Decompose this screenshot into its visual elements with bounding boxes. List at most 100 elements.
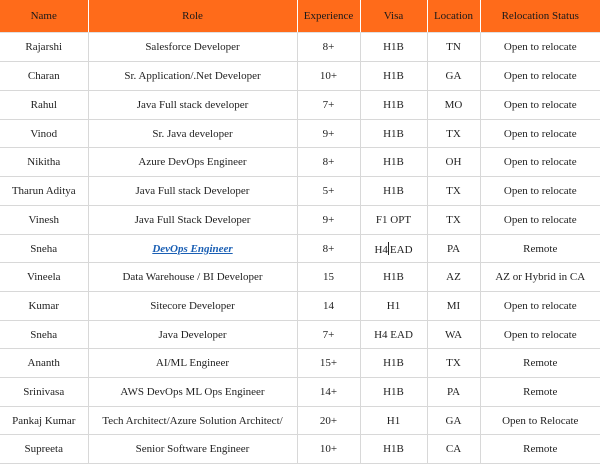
- cell-visa: H1B: [360, 434, 428, 464]
- cell-location: TX: [427, 205, 481, 235]
- table-header-row: Name Role Experience Visa Location Reloc…: [0, 0, 600, 33]
- cell-role: Azure DevOps Engineer: [88, 147, 298, 177]
- cell-experience: 9+: [297, 205, 361, 235]
- table-row: Supreeta Senior Software Engineer 10+ H1…: [0, 434, 600, 464]
- cell-name: Charan: [0, 61, 89, 91]
- cell-role: Data Warehouse / BI Developer: [88, 262, 298, 292]
- table-row: Pankaj Kumar Tech Architect/Azure Soluti…: [0, 406, 600, 435]
- cell-name: Srinivasa: [0, 377, 89, 407]
- cell-name: Sneha: [0, 234, 89, 263]
- cell-relocation: Open to relocate: [480, 90, 600, 120]
- cell-role: Senior Software Engineer: [88, 434, 298, 464]
- cell-experience: 20+: [297, 406, 361, 435]
- header-location: Location: [427, 0, 481, 33]
- cell-name: Rajarshi: [0, 32, 89, 62]
- cell-visa: F1 OPT: [360, 205, 428, 235]
- table-row: Rajarshi Salesforce Developer 8+ H1B TN …: [0, 32, 600, 62]
- cell-experience: 7+: [297, 320, 361, 349]
- cell-role: Java Full Stack Developer: [88, 205, 298, 235]
- cell-role: DevOps Engineer: [88, 234, 298, 263]
- table-row: Sneha DevOps Engineer 8+ H4 EAD PA Remote: [0, 234, 600, 263]
- role-link-devops-engineer[interactable]: DevOps Engineer: [152, 242, 233, 255]
- cell-role: Sitecore Developer: [88, 291, 298, 321]
- cell-name: Tharun Aditya: [0, 176, 89, 206]
- cell-name: Vinesh: [0, 205, 89, 235]
- cell-visa[interactable]: H4 EAD: [360, 234, 428, 263]
- cell-relocation: Open to relocate: [480, 176, 600, 206]
- cell-location: WA: [427, 320, 481, 349]
- cell-visa: H1B: [360, 90, 428, 120]
- table-row: Rahul Java Full stack developer 7+ H1B M…: [0, 90, 600, 120]
- cell-relocation: Remote: [480, 377, 600, 407]
- cell-name: Sneha: [0, 320, 89, 349]
- visa-text-part: EAD: [389, 243, 413, 256]
- cell-visa: H1B: [360, 147, 428, 177]
- cell-relocation: Remote: [480, 348, 600, 378]
- cell-visa: H1B: [360, 176, 428, 206]
- cell-visa: H1B: [360, 119, 428, 148]
- cell-location: GA: [427, 61, 481, 91]
- cell-visa: H1B: [360, 32, 428, 62]
- cell-visa: H1B: [360, 262, 428, 292]
- cell-role: Sr. Java developer: [88, 119, 298, 148]
- cell-role: AWS DevOps ML Ops Engineer: [88, 377, 298, 407]
- table-row: Srinivasa AWS DevOps ML Ops Engineer 14+…: [0, 377, 600, 407]
- cell-experience: 8+: [297, 32, 361, 62]
- header-name: Name: [0, 0, 89, 33]
- header-relocation-status: Relocation Status: [480, 0, 600, 33]
- cell-location: OH: [427, 147, 481, 177]
- cell-name: Pankaj Kumar: [0, 406, 89, 435]
- cell-role: AI/ML Engineer: [88, 348, 298, 378]
- cell-location: TN: [427, 32, 481, 62]
- cell-name: Rahul: [0, 90, 89, 120]
- cell-location: PA: [427, 377, 481, 407]
- text-cursor: [388, 241, 390, 255]
- header-visa: Visa: [360, 0, 428, 33]
- cell-relocation: Open to Relocate: [480, 406, 600, 435]
- cell-name: Supreeta: [0, 434, 89, 464]
- cell-name: Vinod: [0, 119, 89, 148]
- cell-role: Tech Architect/Azure Solution Architect/: [88, 406, 298, 435]
- cell-relocation: Remote: [480, 434, 600, 464]
- cell-experience: 15+: [297, 348, 361, 378]
- table-row: Sneha Java Developer 7+ H4 EAD WA Open t…: [0, 320, 600, 349]
- table-row: Vineela Data Warehouse / BI Developer 15…: [0, 262, 600, 292]
- cell-relocation: Open to relocate: [480, 119, 600, 148]
- cell-location: GA: [427, 406, 481, 435]
- cell-role: Sr. Application/.Net Developer: [88, 61, 298, 91]
- cell-location: TX: [427, 119, 481, 148]
- cell-visa: H1: [360, 406, 428, 435]
- cell-name: Kumar: [0, 291, 89, 321]
- cell-experience: 14: [297, 291, 361, 321]
- cell-visa: H1: [360, 291, 428, 321]
- cell-experience: 8+: [297, 147, 361, 177]
- table-row: Vinod Sr. Java developer 9+ H1B TX Open …: [0, 119, 600, 148]
- table-row: Charan Sr. Application/.Net Developer 10…: [0, 61, 600, 91]
- cell-name: Vineela: [0, 262, 89, 292]
- cell-experience: 7+: [297, 90, 361, 120]
- cell-relocation: Open to relocate: [480, 32, 600, 62]
- cell-relocation: Open to relocate: [480, 61, 600, 91]
- cell-visa: H1B: [360, 61, 428, 91]
- cell-location: TX: [427, 176, 481, 206]
- table-row: Nikitha Azure DevOps Engineer 8+ H1B OH …: [0, 147, 600, 177]
- cell-location: TX: [427, 348, 481, 378]
- cell-role: Salesforce Developer: [88, 32, 298, 62]
- cell-relocation: Open to relocate: [480, 147, 600, 177]
- header-experience: Experience: [297, 0, 361, 33]
- cell-relocation: Remote: [480, 234, 600, 263]
- cell-relocation: Open to relocate: [480, 205, 600, 235]
- header-role: Role: [88, 0, 298, 33]
- visa-text-part: H4: [374, 243, 388, 256]
- cell-experience: 15: [297, 262, 361, 292]
- table-row: Kumar Sitecore Developer 14 H1 MI Open t…: [0, 291, 600, 321]
- table-row: Ananth AI/ML Engineer 15+ H1B TX Remote: [0, 348, 600, 378]
- cell-relocation: Open to relocate: [480, 320, 600, 349]
- cell-location: PA: [427, 234, 481, 263]
- table-row: Vinesh Java Full Stack Developer 9+ F1 O…: [0, 205, 600, 235]
- cell-experience: 10+: [297, 434, 361, 464]
- cell-role: Java Full stack Developer: [88, 176, 298, 206]
- table-row: Tharun Aditya Java Full stack Developer …: [0, 176, 600, 206]
